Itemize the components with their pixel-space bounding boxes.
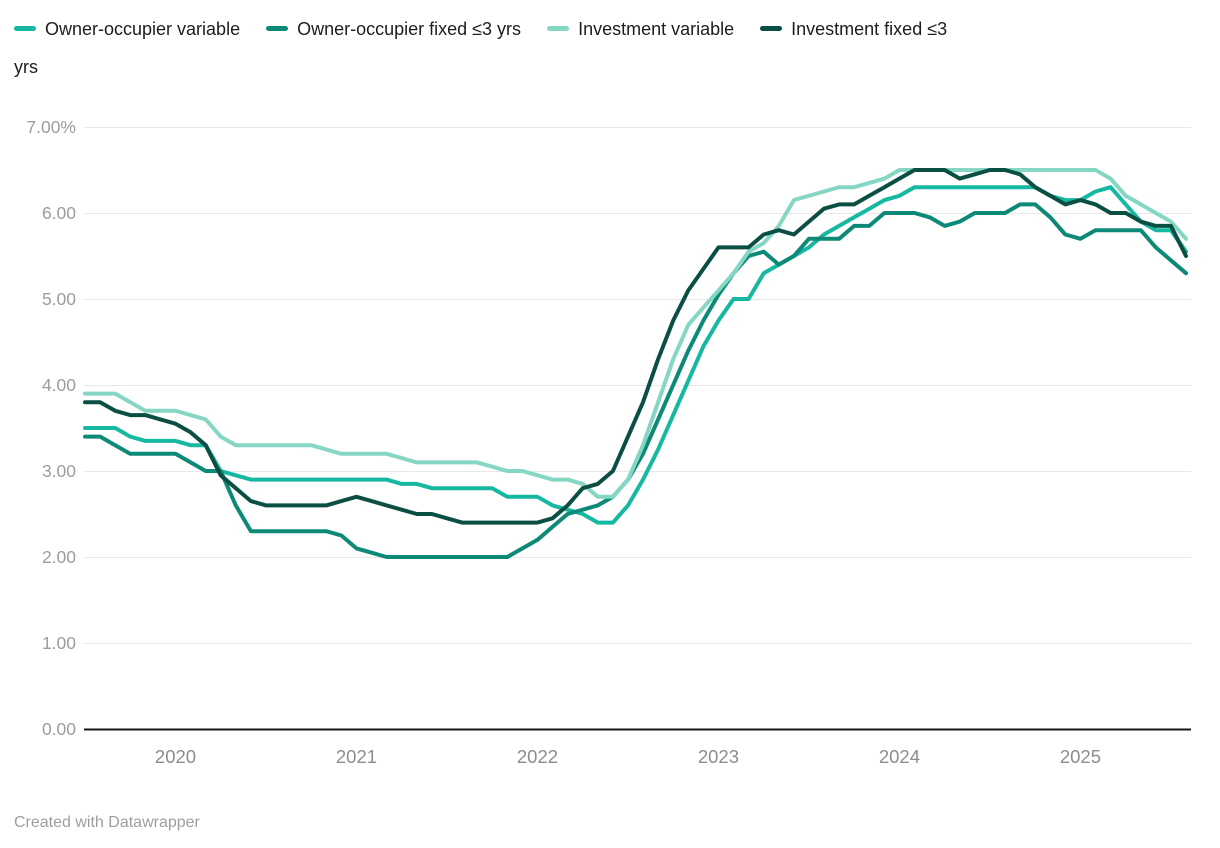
legend-label: Investment variable (578, 19, 735, 39)
series-line-investment-variable (83, 168, 1188, 499)
attribution: Created with Datawrapper (14, 814, 200, 831)
x-axis-tick-label: 2023 (698, 746, 739, 767)
x-axis-tick-label: 2020 (155, 746, 196, 767)
x-axis-tick-label: 2024 (879, 746, 920, 767)
y-axis-tick-label: 0.00 (42, 719, 76, 739)
legend-item: Owner-occupier fixed ≤3 yrs (266, 19, 521, 39)
legend-item: Owner-occupier variable (14, 19, 240, 39)
y-axis-tick-label: 3.00 (42, 461, 76, 481)
legend: Owner-occupier variable Owner-occupier fi… (14, 10, 974, 86)
legend-label: Investment fixed ≤3 yrs (14, 19, 948, 77)
x-axis-tick-label: 2025 (1060, 746, 1101, 767)
legend-label: Owner-occupier variable (45, 19, 241, 39)
series-line-investment-fixed-3-yrs (83, 168, 1188, 525)
legend-item: Investment fixed ≤3 yrs (14, 19, 947, 77)
line-chart: 7.00% 6.00 5.00 4.00 3.00 2.00 1.00 0.00 2020 202… (26, 117, 1191, 767)
x-axis-tick-label: 2021 (336, 746, 377, 767)
series-line-owner-occupier-variable (83, 185, 1188, 525)
legend-swatch-icon (266, 26, 289, 31)
y-axis-tick-label: 1.00 (42, 633, 76, 653)
y-axis-tick-label: 7.00% (26, 117, 76, 137)
y-axis-tick-label: 4.00 (42, 375, 76, 395)
legend-swatch-icon (14, 26, 36, 31)
legend-label: Owner-occupier fixed ≤3 yrs (297, 19, 522, 39)
y-axis-tick-label: 2.00 (42, 547, 76, 567)
series-line-owner-occupier-fixed-3-yrs (83, 202, 1188, 559)
legend-item: Investment variable (547, 19, 734, 39)
legend-swatch-icon (547, 26, 570, 31)
x-axis-tick-label: 2022 (517, 746, 558, 767)
y-axis-tick-label: 6.00 (42, 203, 76, 223)
y-axis-tick-label: 5.00 (42, 289, 76, 309)
legend-swatch-icon (760, 26, 783, 31)
